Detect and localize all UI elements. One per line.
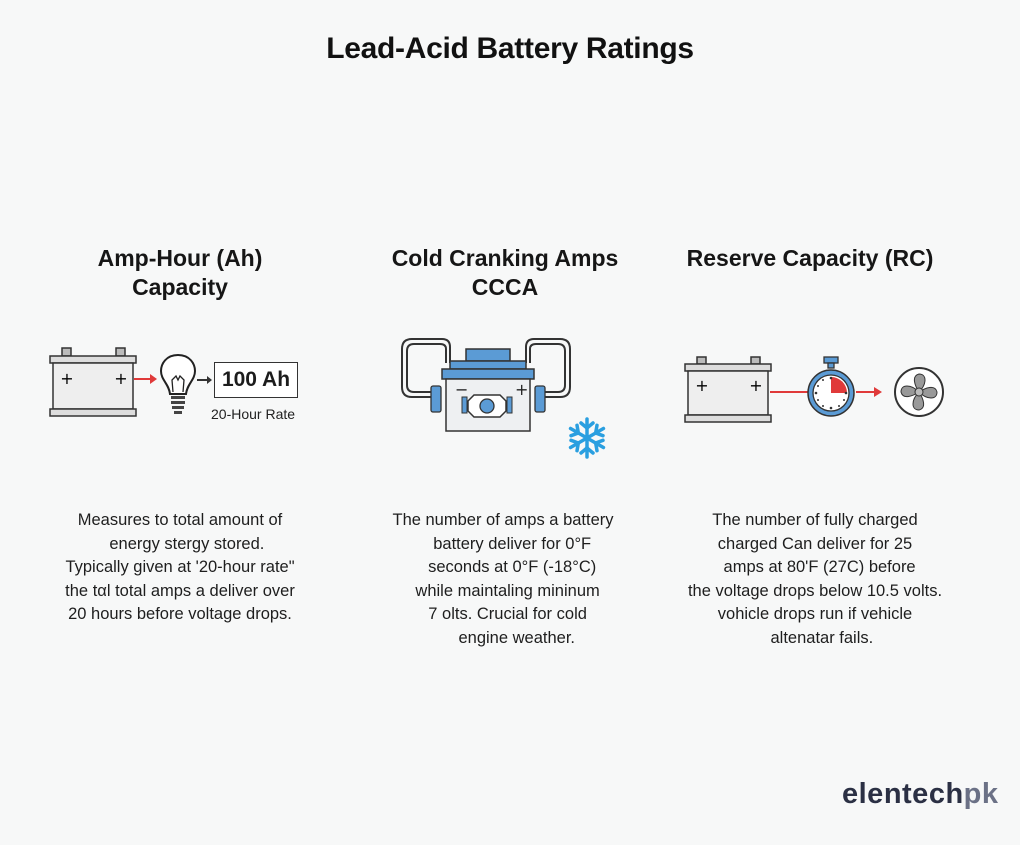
section-heading: Cold Cranking Amps CCCA — [391, 245, 619, 300]
capacity-value-box: 100 Ah — [214, 362, 298, 398]
page-title: Lead-Acid Battery Ratings — [326, 32, 694, 65]
capacity-rate-caption: 20-Hour Rate — [211, 406, 296, 422]
section-cold-cranking: Cold Cranking Amps CCCA — [355, 244, 655, 302]
arrow-right-icon — [134, 374, 157, 384]
light-bulb-icon — [159, 353, 197, 414]
svg-text:+: + — [515, 380, 528, 399]
brand-logo: elentechpk — [842, 778, 999, 810]
section-description: The number of fully charged charged Can … — [687, 511, 943, 647]
snowflake-icon — [565, 417, 609, 459]
section-description: The number of amps a battery battery del… — [392, 511, 614, 647]
section-heading: Reserve Capacity (RC) — [686, 245, 934, 271]
engine-battery-icon: − + — [401, 338, 571, 432]
battery-icon: + + — [49, 347, 137, 417]
arrow-right-icon — [197, 376, 212, 384]
svg-text:+: + — [695, 376, 708, 395]
section-reserve-capacity: Reserve Capacity (RC) — [660, 244, 960, 273]
section-amp-hour: Amp-Hour (Ah) Capacity — [40, 244, 320, 302]
section-description: Measures to total amount of energy sterg… — [65, 511, 295, 623]
section-heading: Amp-Hour (Ah) Capacity — [97, 245, 263, 300]
connector-line — [770, 391, 810, 393]
svg-text:+: + — [60, 369, 73, 388]
stopwatch-icon — [807, 356, 855, 417]
fan-icon — [894, 367, 944, 417]
arrow-right-icon — [856, 387, 882, 397]
svg-text:+: + — [749, 376, 762, 395]
svg-text:−: − — [455, 380, 468, 399]
svg-text:+: + — [114, 369, 127, 388]
battery-icon: + + — [684, 356, 772, 423]
